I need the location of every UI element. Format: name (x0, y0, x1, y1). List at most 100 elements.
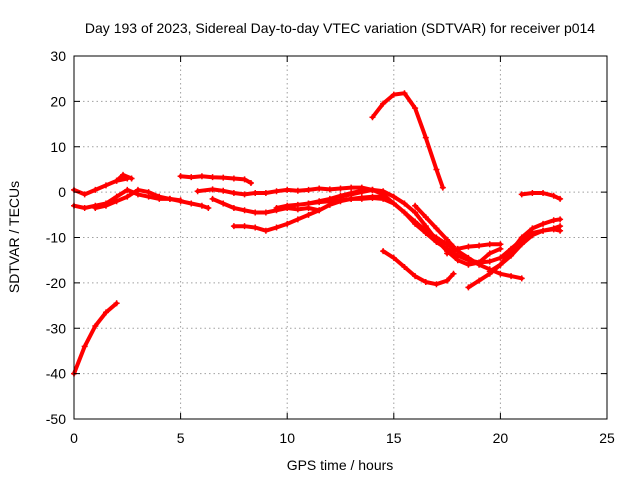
data-point (369, 195, 376, 202)
data-point (450, 270, 457, 277)
data-point (412, 105, 419, 112)
data-point (120, 171, 127, 178)
data-point (422, 223, 429, 230)
data-point (529, 225, 536, 232)
series-arc12 (369, 90, 446, 191)
data-point (465, 284, 472, 291)
data-point (326, 195, 333, 202)
data-point (540, 220, 547, 227)
data-point (401, 263, 408, 270)
data-point (550, 192, 557, 199)
data-point (316, 185, 323, 192)
data-point (294, 187, 301, 194)
data-point (113, 198, 120, 205)
data-point (550, 217, 557, 224)
data-point (422, 214, 429, 221)
data-point (433, 225, 440, 232)
data-point (262, 190, 269, 197)
series-arc19 (113, 171, 135, 184)
y-tick-label: 0 (58, 184, 66, 200)
data-point (529, 232, 536, 239)
data-point (454, 257, 461, 264)
series-line-arc1 (72, 301, 119, 376)
data-point (444, 250, 451, 257)
data-point (284, 202, 291, 209)
y-tick-label: 20 (50, 93, 66, 109)
data-point (305, 211, 312, 218)
series-line-arc11 (338, 187, 503, 267)
data-point (557, 216, 564, 223)
data-point (476, 277, 483, 284)
data-point (550, 225, 557, 232)
y-tick-label: 30 (50, 48, 66, 64)
data-point (326, 186, 333, 193)
data-point (124, 193, 131, 200)
data-point (422, 134, 429, 141)
data-point (348, 184, 355, 191)
data-point (348, 191, 355, 198)
data-point (497, 270, 504, 277)
data-point (102, 202, 109, 209)
series-arc17 (486, 223, 564, 275)
data-point (369, 114, 376, 121)
data-point (294, 201, 301, 208)
data-point (194, 188, 201, 195)
data-point (518, 234, 525, 241)
data-point (134, 186, 141, 193)
chart-title: Day 193 of 2023, Sidereal Day-to-day VTE… (85, 20, 595, 36)
data-point (273, 188, 280, 195)
series-arc13 (380, 248, 457, 288)
data-point (262, 227, 269, 234)
series-arc4 (92, 186, 184, 212)
data-point (124, 186, 131, 193)
x-axis-label: GPS time / hours (287, 457, 394, 473)
y-tick-label: -40 (46, 366, 66, 382)
data-point (540, 190, 547, 197)
x-tick-label: 20 (493, 430, 509, 446)
data-point (518, 275, 525, 282)
data-point (401, 200, 408, 207)
data-point (337, 193, 344, 200)
series-arc1 (71, 300, 120, 377)
data-point (412, 202, 419, 209)
data-point (252, 224, 259, 231)
data-point (92, 205, 99, 212)
data-point (444, 277, 451, 284)
data-point (465, 261, 472, 268)
data-point (209, 186, 216, 193)
series-line-arc12 (370, 91, 445, 190)
data-point (540, 227, 547, 234)
data-point (465, 243, 472, 250)
data-point (128, 175, 135, 182)
data-point (380, 248, 387, 255)
data-point (412, 273, 419, 280)
data-point (529, 190, 536, 197)
y-tick-label: -30 (46, 320, 66, 336)
data-point (81, 205, 88, 212)
data-point (230, 205, 237, 212)
data-point (486, 268, 493, 275)
data-point (209, 174, 216, 181)
series-line-arc16 (466, 217, 563, 290)
data-point (113, 177, 120, 184)
data-point (188, 200, 195, 207)
x-tick-label: 5 (177, 430, 185, 446)
data-point (198, 173, 205, 180)
data-point (486, 258, 493, 265)
series-arc5 (177, 173, 254, 187)
data-point (444, 236, 451, 243)
data-point (486, 241, 493, 248)
data-point (390, 200, 397, 207)
data-point (390, 254, 397, 261)
data-point (422, 229, 429, 236)
data-point (113, 300, 120, 307)
data-point (188, 174, 195, 181)
y-tick-label: 10 (50, 139, 66, 155)
data-point (284, 186, 291, 193)
data-point (508, 273, 515, 280)
data-point (305, 200, 312, 207)
data-point (401, 90, 408, 97)
data-point (294, 216, 301, 223)
x-tick-label: 0 (70, 430, 78, 446)
